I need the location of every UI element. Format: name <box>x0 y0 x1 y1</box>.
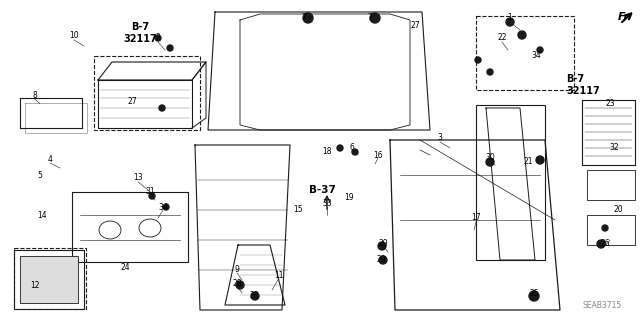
Circle shape <box>379 256 387 264</box>
Text: 2: 2 <box>156 33 161 42</box>
Bar <box>476 105 545 260</box>
Text: 33: 33 <box>322 199 332 209</box>
Text: 26: 26 <box>600 240 610 249</box>
Circle shape <box>236 281 244 289</box>
Circle shape <box>597 240 605 248</box>
Text: 19: 19 <box>344 194 354 203</box>
Text: 13: 13 <box>133 174 143 182</box>
Text: 12: 12 <box>30 280 40 290</box>
Bar <box>94 56 200 130</box>
Text: 3: 3 <box>438 133 442 143</box>
Text: 31: 31 <box>145 188 155 197</box>
Circle shape <box>159 105 165 111</box>
Text: B-7
32117: B-7 32117 <box>123 22 157 44</box>
Text: 27: 27 <box>410 20 420 29</box>
Circle shape <box>163 204 169 210</box>
Bar <box>476 16 574 90</box>
Text: SEAB3715: SEAB3715 <box>582 301 621 310</box>
Circle shape <box>487 69 493 75</box>
Text: 20: 20 <box>613 205 623 214</box>
Circle shape <box>518 31 526 39</box>
Text: B-7
32117: B-7 32117 <box>566 74 600 96</box>
Text: 34: 34 <box>531 50 541 60</box>
Text: 9: 9 <box>235 265 239 275</box>
Circle shape <box>486 158 494 166</box>
Text: 11: 11 <box>275 271 284 279</box>
Circle shape <box>303 13 313 23</box>
Bar <box>14 250 84 309</box>
Circle shape <box>475 57 481 63</box>
Text: 10: 10 <box>69 32 79 41</box>
Text: 6: 6 <box>349 144 355 152</box>
Text: Fr.: Fr. <box>618 12 632 22</box>
Text: 7: 7 <box>367 13 372 23</box>
Text: 25: 25 <box>529 290 539 299</box>
Circle shape <box>529 291 539 301</box>
Circle shape <box>370 13 380 23</box>
Circle shape <box>537 47 543 53</box>
Circle shape <box>155 35 161 41</box>
Circle shape <box>167 45 173 51</box>
Text: 28: 28 <box>232 278 242 287</box>
Text: 4: 4 <box>47 155 52 165</box>
Circle shape <box>251 292 259 300</box>
Circle shape <box>506 18 514 26</box>
Text: 30: 30 <box>485 153 495 162</box>
Text: 15: 15 <box>293 205 303 214</box>
Text: 21: 21 <box>524 158 532 167</box>
Text: 1: 1 <box>508 13 513 23</box>
Text: 34: 34 <box>158 203 168 211</box>
Text: 8: 8 <box>33 92 37 100</box>
Text: 32: 32 <box>609 144 619 152</box>
Bar <box>20 256 78 303</box>
Text: 24: 24 <box>120 263 130 272</box>
Text: 14: 14 <box>37 211 47 220</box>
Text: 27: 27 <box>127 98 137 107</box>
Text: 29: 29 <box>376 256 386 264</box>
Bar <box>587 215 635 245</box>
Text: 7: 7 <box>301 13 307 23</box>
Circle shape <box>337 145 343 151</box>
Text: 5: 5 <box>38 172 42 181</box>
Text: 22: 22 <box>497 33 507 42</box>
Text: 18: 18 <box>323 147 332 157</box>
Circle shape <box>536 156 544 164</box>
Text: 28: 28 <box>249 291 259 300</box>
Circle shape <box>378 242 386 250</box>
Bar <box>587 170 635 200</box>
Text: 23: 23 <box>605 100 615 108</box>
Text: 17: 17 <box>471 213 481 222</box>
Circle shape <box>352 149 358 155</box>
Bar <box>14 248 86 309</box>
Text: B-37: B-37 <box>308 185 335 195</box>
Text: 16: 16 <box>373 151 383 160</box>
Text: 29: 29 <box>378 239 388 248</box>
Circle shape <box>149 193 155 199</box>
Circle shape <box>602 225 608 231</box>
